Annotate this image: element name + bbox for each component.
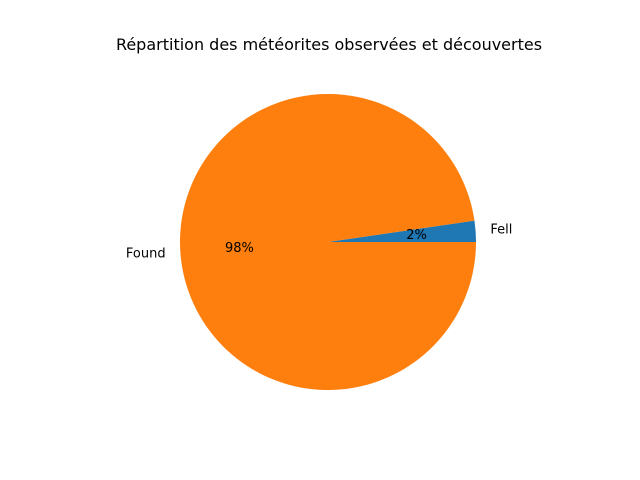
pie-labels: Fell 2% Found 98% bbox=[126, 223, 512, 262]
slice-label-fell: Fell bbox=[490, 223, 512, 238]
pie-slices bbox=[179, 94, 477, 390]
percent-label-found: 98% bbox=[225, 241, 254, 256]
slice-label-found: Found bbox=[126, 246, 166, 261]
chart-title: Répartition des météorites observées et … bbox=[116, 35, 542, 54]
percent-label-fell: 2% bbox=[406, 228, 427, 243]
pie-slice-found bbox=[179, 94, 477, 390]
pie-slice-fell bbox=[328, 220, 476, 242]
